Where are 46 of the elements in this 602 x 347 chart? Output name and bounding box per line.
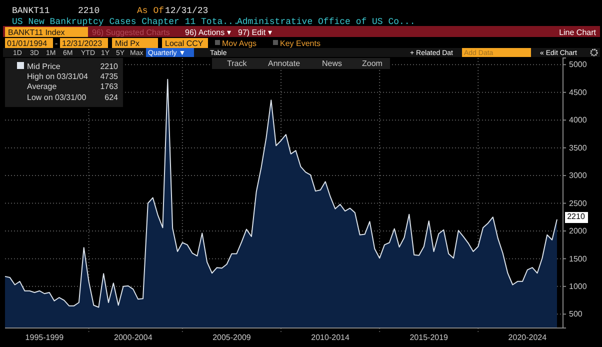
annotation: Annotate	[268, 59, 301, 68]
text: 97) Edit ▾	[238, 28, 272, 37]
x-tick-label: 2015-2019	[410, 332, 449, 342]
y-tick-label: 2000	[569, 226, 588, 236]
text: 2210	[567, 212, 586, 221]
chart-subtitle: Administrative Office of US Co...	[237, 17, 416, 27]
annotation: Zoom	[362, 59, 383, 68]
annotation: 1763	[100, 82, 119, 91]
text: Line Chart	[559, 28, 597, 37]
text: BANKT11	[12, 6, 50, 16]
y-tick-label: 2500	[569, 198, 588, 208]
x-tick-label: 2000-2004	[114, 332, 153, 342]
text: 2210	[78, 6, 100, 16]
text: Mov Avgs	[222, 39, 257, 48]
text: BANKT11 Index	[8, 28, 65, 37]
y-tick-label: 1000	[569, 282, 588, 291]
y-tick-label: 1500	[569, 254, 588, 264]
annotation: 2210	[100, 62, 119, 71]
y-tick-label: 4500	[569, 88, 588, 97]
legend-label: Mid Price	[27, 62, 61, 71]
text: Local CCY	[165, 39, 204, 48]
text: 12/31/2023	[62, 39, 103, 48]
annotation: 4735	[100, 72, 119, 81]
y-tick-label: 500	[569, 310, 583, 319]
annotation: Low on 03/31/00	[27, 93, 87, 102]
text: 12/31/23	[165, 6, 208, 16]
annotation: Track	[227, 59, 248, 68]
text: 01/01/1994	[7, 39, 48, 48]
text: As Of	[137, 6, 164, 16]
text: Key Events	[280, 39, 320, 48]
text: -	[55, 39, 58, 48]
x-tick-label: 2020-2024	[508, 332, 548, 342]
y-tick-label: 5000	[569, 60, 588, 70]
annotation: Average	[27, 82, 58, 91]
annotation: 624	[104, 93, 119, 102]
y-tick-label: 3000	[569, 171, 588, 180]
text: 96) Suggested Charts	[92, 28, 170, 37]
x-tick-label: 2010-2014	[311, 332, 350, 342]
annotation: News	[322, 59, 342, 68]
y-tick-label: 4000	[569, 116, 588, 125]
x-tick-label: 2005-2009	[212, 332, 252, 342]
text: Mid Px	[115, 39, 140, 48]
text: 96) Actions ▾	[185, 28, 231, 37]
y-tick-label: 3500	[569, 143, 588, 152]
annotation: High on 03/31/04	[27, 72, 88, 81]
x-tick-label: 1995-1999	[25, 332, 64, 342]
